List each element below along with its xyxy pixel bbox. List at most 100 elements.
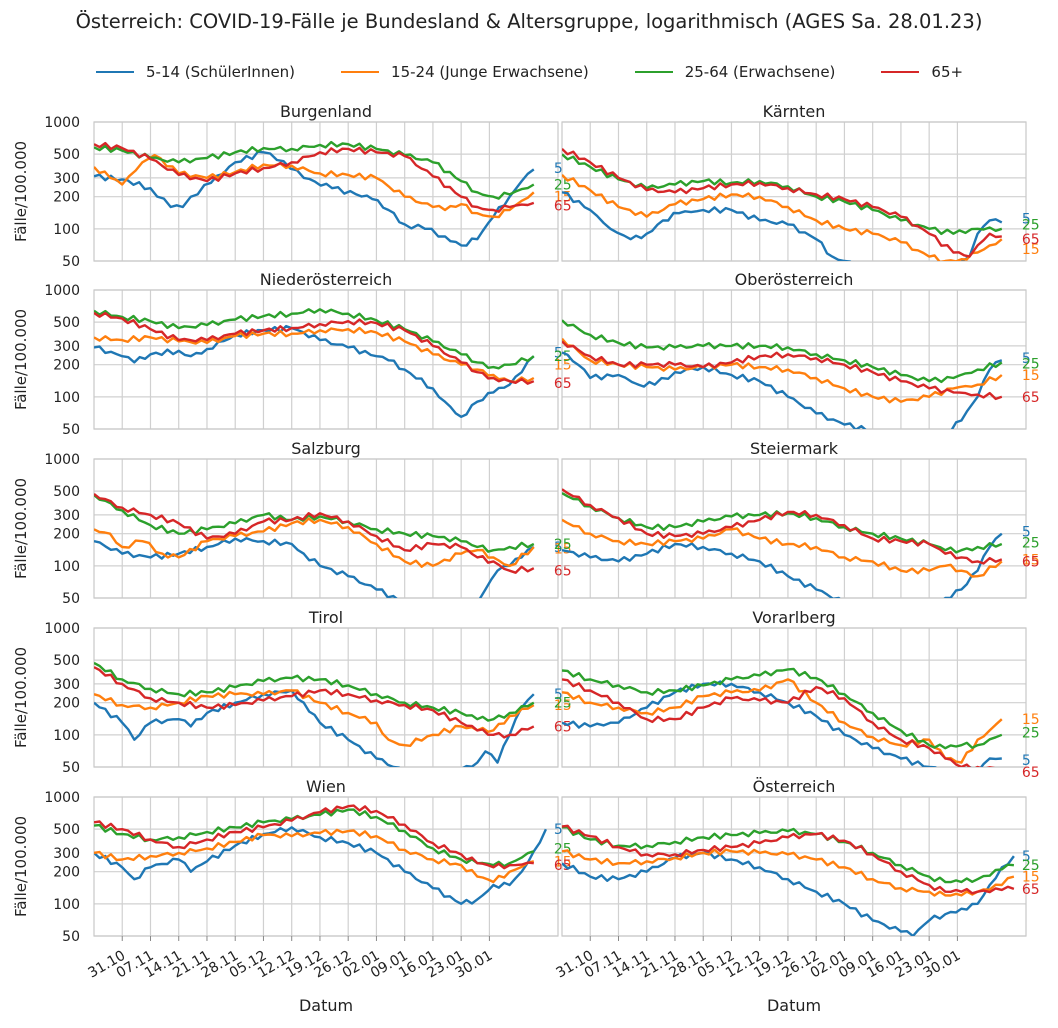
panel-title: Salzburg: [291, 439, 361, 458]
series-group: [94, 661, 535, 767]
series-line: [94, 808, 535, 868]
legend-item: 25-64 (Erwachsene): [634, 63, 836, 81]
series-group: [562, 148, 1003, 261]
y-tick-label: 100: [53, 390, 80, 406]
series-line: [94, 308, 535, 370]
x-axis-label: Datum: [299, 996, 353, 1015]
series-line: [562, 191, 1003, 261]
series-end-label: 15: [1022, 870, 1040, 886]
panel: Österreich515256531.1007.1114.1121.1128.…: [554, 777, 1040, 1015]
series-end-label: 65: [554, 719, 572, 735]
series-end-label: 25: [1022, 217, 1040, 233]
series-line: [94, 141, 535, 213]
series-line: [94, 689, 535, 747]
legend-swatch: [96, 71, 134, 73]
series-line: [562, 678, 1003, 764]
panel-title: Tirol: [308, 608, 343, 627]
series-end-label: 25: [1022, 726, 1040, 742]
series-end-label: 5: [554, 687, 563, 703]
panel-frame: [561, 796, 1027, 937]
panel-title: Österreich: [753, 777, 836, 796]
series-end-label: 15: [1022, 712, 1040, 728]
y-tick-label: 1000: [44, 621, 80, 637]
series-group: [94, 804, 547, 905]
series-line: [562, 848, 1015, 897]
series-line: [94, 517, 535, 568]
series-line: [562, 148, 1002, 258]
series-end-label: 25: [1022, 536, 1040, 552]
series-end-label: 65: [1022, 390, 1040, 406]
y-tick-label: 1000: [44, 283, 80, 299]
legend-swatch: [341, 71, 380, 73]
panel: Salzburg 50 100 200 300 500 1000 Fälle/100.000 5…: [12, 439, 572, 607]
legend-label: 5-14 (SchülerInnen): [146, 63, 296, 81]
y-tick-label: 100: [53, 222, 80, 238]
panel-title: Vorarlberg: [752, 608, 835, 627]
panel-frame: [93, 121, 559, 262]
series-end-label: 15: [554, 358, 572, 374]
y-tick-label: 300: [53, 508, 80, 524]
legend: 5-14 (SchülerInnen) 15-24 (Junge Erwachse…: [96, 60, 1009, 84]
series-line: [94, 826, 547, 905]
series-end-label: 5: [1022, 849, 1031, 865]
series-end-label: 5: [554, 822, 563, 838]
y-tick-label: 50: [62, 760, 80, 776]
legend-label: 15-24 (Junge Erwachsene): [391, 63, 589, 81]
panel-title: Wien: [306, 777, 346, 796]
y-tick-label: 500: [53, 147, 80, 163]
panel-frame: [561, 627, 1027, 768]
y-tick-label: 500: [53, 315, 80, 331]
y-tick-label: 50: [62, 591, 80, 607]
series-end-label: 65: [1022, 765, 1040, 781]
series-line: [562, 667, 1003, 750]
series-line: [94, 804, 534, 870]
legend-swatch: [881, 71, 920, 73]
y-tick-label: 200: [53, 527, 80, 543]
series-line: [94, 494, 535, 553]
y-tick-label: 500: [53, 484, 80, 500]
y-tick-label: 1000: [44, 790, 80, 806]
series-end-label: 5: [1022, 524, 1031, 540]
series-line: [94, 140, 535, 200]
series-line: [94, 828, 535, 884]
panel-title: Steiermark: [750, 439, 839, 458]
y-tick-label: 200: [53, 358, 80, 374]
series-end-label: 5: [1022, 211, 1031, 227]
series-line: [94, 661, 535, 722]
series-end-label: 65: [1022, 232, 1040, 248]
series-end-label: 5: [1022, 753, 1031, 769]
series-end-label: 25: [554, 349, 572, 365]
series-group: [562, 488, 1003, 598]
panel: Niederösterreich 50 100 200 300 500 1000 Fälle/…: [12, 270, 572, 438]
y-tick-label: 50: [62, 422, 80, 438]
series-end-label: 5: [554, 161, 563, 177]
y-tick-label: 300: [53, 339, 80, 355]
panel-frame: [93, 796, 559, 937]
series-end-label: 65: [1022, 554, 1040, 570]
panel: Tirol 50 100 200 300 500 1000 Fälle/100.000 5152…: [12, 608, 572, 776]
y-tick-label: 1000: [44, 452, 80, 468]
series-line: [562, 532, 1003, 598]
panel-frame: [561, 121, 1027, 262]
series-end-label: 15: [554, 698, 572, 714]
y-tick-label: 50: [62, 929, 80, 945]
panel-title: Kärnten: [763, 102, 826, 121]
series-line: [562, 518, 1003, 578]
series-end-label: 15: [1022, 368, 1040, 384]
series-end-label: 25: [554, 841, 572, 857]
series-end-label: 65: [554, 376, 572, 392]
series-end-label: 5: [554, 346, 563, 362]
panel-frame: [93, 289, 559, 430]
y-tick-label: 300: [53, 846, 80, 862]
legend-label: 25-64 (Erwachsene): [684, 63, 836, 81]
series-group: [94, 308, 535, 418]
series-end-label: 5: [554, 540, 563, 556]
series-end-label: 65: [1022, 882, 1040, 898]
panel-title: Burgenland: [280, 102, 372, 121]
series-group: [562, 824, 1015, 936]
series-line: [562, 340, 1003, 401]
